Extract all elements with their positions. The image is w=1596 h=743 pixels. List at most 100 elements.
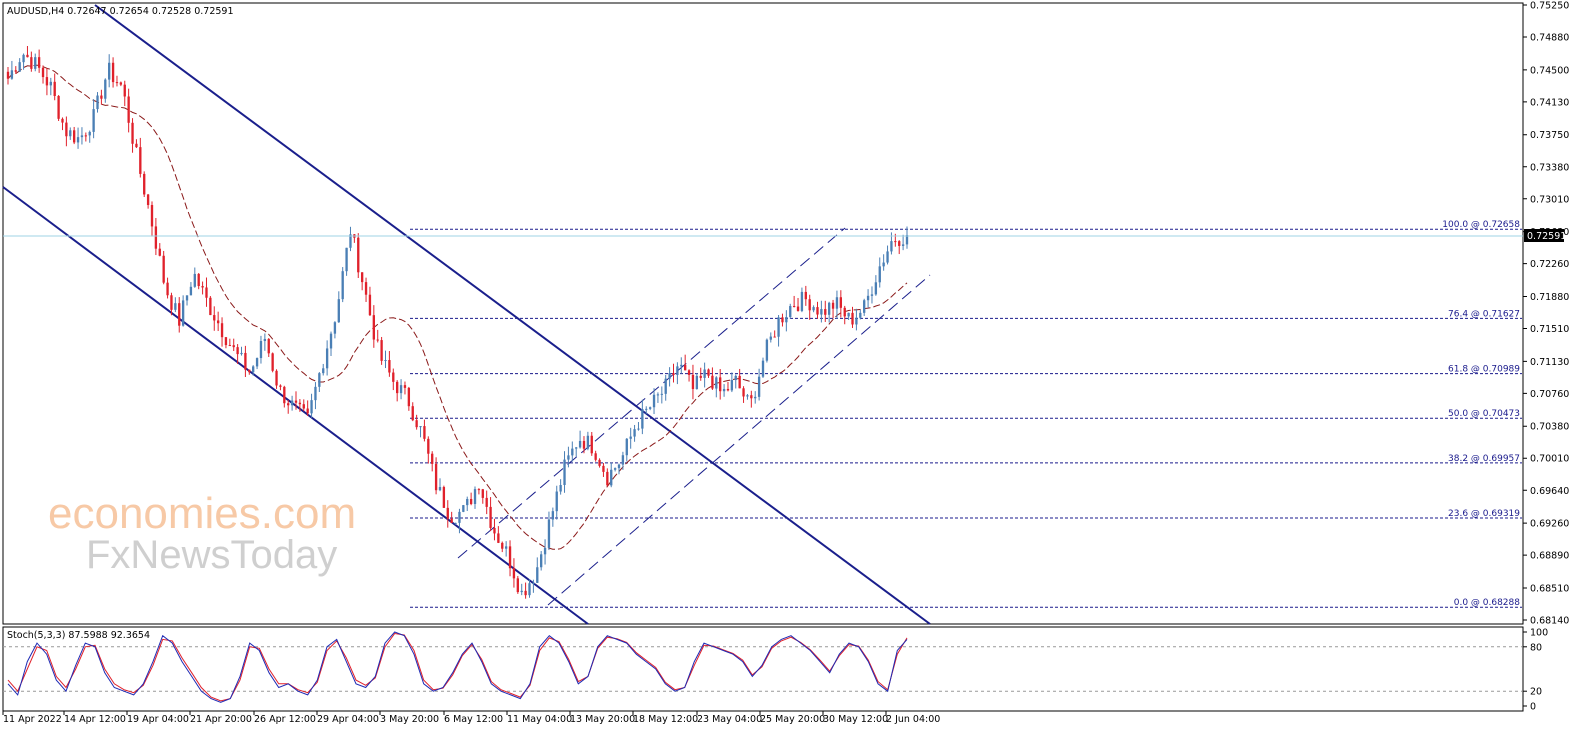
candle: [154, 217, 158, 256]
candle-body: [812, 307, 815, 311]
candle-body: [578, 440, 582, 448]
candle: [898, 240, 901, 255]
candle: [536, 557, 539, 583]
candle-body: [240, 352, 243, 355]
candle: [178, 297, 181, 333]
candle-body: [298, 402, 302, 405]
candle: [512, 558, 516, 588]
candle-body: [57, 95, 60, 119]
candle-body: [419, 426, 422, 428]
candle: [551, 507, 555, 527]
candle-body: [672, 373, 675, 376]
candle: [866, 289, 870, 308]
candle-body: [197, 273, 200, 287]
candle-body: [497, 533, 500, 543]
candle: [827, 301, 831, 323]
candle-body: [181, 300, 185, 326]
candle: [602, 463, 605, 477]
candle: [792, 295, 796, 308]
candle-body: [69, 130, 72, 137]
candle: [201, 281, 204, 295]
candle-body: [481, 489, 484, 498]
rising-channel-upper: [457, 227, 846, 559]
stoch-panel: [2, 626, 1524, 712]
candle: [174, 297, 177, 313]
candle: [485, 490, 488, 515]
candle: [765, 338, 769, 363]
x-tick-label: 6 May 12:00: [444, 714, 503, 725]
candle-body: [777, 317, 780, 337]
candle: [10, 60, 14, 80]
candle-body: [384, 360, 387, 362]
candle: [146, 193, 150, 209]
candle-body: [469, 498, 473, 504]
candle: [41, 65, 45, 84]
candle: [547, 511, 551, 551]
candle-body: [6, 71, 10, 79]
candle: [730, 372, 734, 393]
candle-body: [493, 527, 496, 534]
candle: [804, 285, 807, 306]
candle-body: [438, 487, 442, 491]
candle: [750, 390, 753, 408]
candle-body: [765, 339, 769, 361]
candle: [337, 291, 340, 323]
candle: [411, 402, 414, 422]
candle: [489, 497, 492, 532]
candle-body: [49, 81, 52, 86]
candle-body: [37, 57, 41, 68]
candle: [388, 351, 391, 377]
candle-body: [287, 403, 290, 406]
time-axis: 11 Apr 2022 14 Apr 12:00 19 Apr 04:00 21 Ap…: [2, 711, 940, 725]
candle-body: [664, 378, 667, 394]
candle-body: [504, 546, 508, 549]
fib-label: 0.0 @ 0.68288: [1454, 598, 1521, 608]
candle-body: [279, 385, 282, 387]
candle-body: [146, 194, 150, 206]
candle-body: [119, 82, 123, 85]
candle: [719, 368, 722, 400]
candle-body: [407, 387, 411, 407]
candle: [757, 368, 761, 401]
candle-body: [730, 380, 734, 391]
candle: [870, 286, 874, 304]
candle: [252, 365, 255, 376]
candle-body: [263, 338, 267, 342]
candle: [469, 492, 473, 506]
candle-body: [294, 400, 298, 403]
y-tick-label: 0.71510: [1530, 324, 1569, 335]
candle: [80, 127, 84, 145]
candle-body: [127, 96, 130, 123]
candle-body: [360, 272, 364, 283]
candle-body: [341, 271, 344, 300]
stoch-tick-label: 0: [1530, 702, 1536, 713]
candle-body: [271, 353, 274, 371]
x-tick-label: 18 May 12:00: [633, 714, 698, 725]
x-tick-label: 13 May 20:00: [570, 714, 635, 725]
candle: [259, 335, 263, 364]
candle-body: [691, 374, 695, 390]
candle: [617, 463, 621, 475]
candle: [368, 286, 372, 317]
candle: [65, 116, 68, 147]
candle-body: [275, 370, 278, 386]
candle-body: [154, 226, 158, 249]
candle: [520, 583, 523, 596]
candle: [621, 451, 625, 470]
candle-body: [65, 122, 68, 137]
candle-body: [761, 360, 765, 377]
candle-body: [598, 459, 601, 466]
candle-body: [839, 297, 843, 308]
candle-body: [750, 395, 753, 399]
candle-body: [563, 459, 566, 486]
candle: [6, 67, 10, 85]
candle: [45, 67, 49, 96]
x-tick-label: 11 May 04:00: [507, 714, 572, 725]
fib-label: 61.8 @ 0.70989: [1448, 365, 1520, 375]
candle-body: [189, 286, 193, 296]
candle-body: [648, 407, 652, 409]
candle-body: [88, 131, 91, 136]
candle: [427, 436, 430, 464]
candle: [493, 518, 496, 541]
candle: [360, 272, 364, 291]
